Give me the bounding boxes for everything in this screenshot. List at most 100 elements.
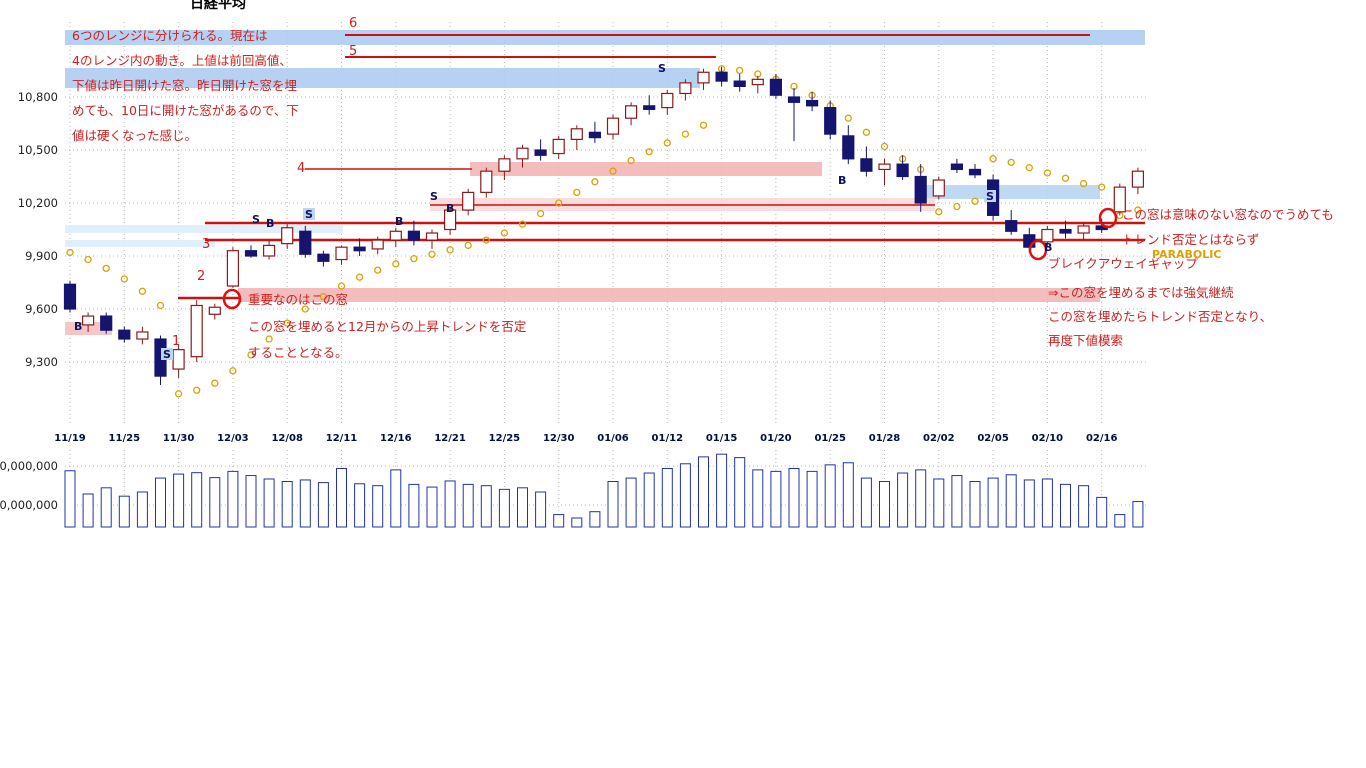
volume-axis-label: 100,000,000	[0, 498, 58, 512]
sar-dot	[663, 139, 671, 147]
sar-dot	[645, 148, 653, 156]
candle	[534, 139, 547, 161]
volume-bar	[535, 491, 547, 528]
volume-bar	[372, 485, 384, 528]
sar-dot	[464, 241, 472, 250]
sar-dot	[1098, 183, 1106, 191]
sar-dot	[84, 255, 92, 264]
volume-bar	[661, 467, 673, 528]
candle	[1131, 167, 1145, 195]
date-axis-label: 11/30	[163, 433, 195, 444]
sar-dot	[301, 305, 309, 313]
volume-bar	[82, 493, 94, 528]
sar-dot	[1134, 206, 1142, 214]
candle	[244, 245, 258, 258]
annotation-text: 下値は昨日開けた窓。昨日開けた窓を埋	[72, 78, 298, 93]
candle	[63, 280, 77, 313]
chart-title: 日経平均	[190, 0, 246, 12]
sar-dot	[989, 155, 997, 163]
volume-bar	[136, 491, 148, 528]
date-axis-label: 12/25	[489, 433, 521, 444]
range-band	[925, 185, 1100, 199]
sar-dot	[591, 178, 599, 186]
candle	[1041, 225, 1054, 248]
signal-buy-marker: B	[1044, 241, 1052, 254]
volume-bar	[589, 511, 601, 528]
range-band	[238, 288, 1100, 302]
sar-dot	[573, 188, 581, 197]
volume-bar	[155, 477, 166, 528]
sar-dot	[102, 264, 110, 273]
volume-bar	[806, 470, 818, 528]
signal-sell-marker: S	[986, 190, 994, 203]
volume-bar	[354, 483, 366, 528]
sar-dot	[247, 351, 255, 359]
volume-bar	[263, 478, 275, 528]
volume-bar	[571, 517, 583, 528]
volume-axis-label: 800,000,000	[0, 459, 58, 473]
volume-bar	[824, 464, 836, 528]
sar-dot	[681, 130, 690, 138]
candle	[190, 300, 203, 362]
date-axis-label: 12/21	[434, 433, 466, 444]
volume-bar	[191, 472, 203, 528]
sar-dot	[211, 379, 219, 387]
sar-dot	[935, 208, 943, 216]
candle	[281, 224, 294, 249]
sar-dot	[953, 202, 961, 211]
volume-bar	[1005, 474, 1017, 528]
candle	[317, 250, 330, 267]
volume-bar	[336, 467, 347, 528]
candle	[353, 238, 366, 256]
date-axis-label: 01/06	[597, 433, 629, 444]
sar-dot	[880, 142, 889, 151]
signal-sell-marker: S	[252, 213, 260, 226]
volume-bar	[444, 480, 456, 528]
volume-bar	[173, 473, 185, 528]
sar-dot	[66, 248, 74, 257]
signal-sell-marker: S	[163, 348, 171, 361]
candle	[263, 240, 276, 260]
volume-bar	[462, 483, 474, 528]
candle	[498, 155, 511, 181]
date-axis-label: 02/02	[923, 433, 955, 444]
date-axis-label: 12/30	[543, 433, 575, 444]
annotation-text: この窓を埋めると12月からの上昇トレンドを否定	[248, 319, 526, 334]
annotation-text: 6つのレンジに分けられる。現在は	[72, 28, 267, 43]
sar-dot	[736, 66, 744, 75]
range-number-label: 3	[202, 237, 210, 252]
annotation-text: 重要なのはこの窓	[248, 292, 348, 307]
signal-buy-marker: B	[395, 215, 403, 228]
price-axis-label: 10,800	[18, 90, 58, 104]
volume-bar	[317, 482, 329, 528]
sar-dot	[699, 121, 708, 129]
volume-bar	[879, 480, 890, 528]
candle	[842, 125, 855, 165]
candles	[63, 66, 1145, 385]
volume-bar	[788, 467, 800, 528]
candle	[552, 135, 565, 159]
candle	[751, 75, 764, 94]
candle	[805, 91, 819, 112]
candle	[1113, 183, 1126, 216]
candle	[136, 326, 149, 345]
candle	[950, 158, 964, 173]
candle	[444, 206, 457, 235]
date-axis-label: 12/11	[326, 433, 358, 444]
sar-dot	[120, 275, 128, 283]
volume-bar	[209, 477, 221, 528]
range-band	[65, 30, 1145, 45]
candle	[896, 155, 909, 181]
annotation-text: この窓を埋めたらトレンド否定となり、	[1048, 309, 1272, 324]
volume-bar	[390, 469, 402, 528]
volume-bar	[1132, 501, 1144, 528]
range-band	[470, 162, 822, 176]
volume-bar	[1041, 478, 1053, 528]
candle	[208, 303, 221, 320]
date-axis-label: 02/05	[977, 433, 1009, 444]
volume-bar	[933, 478, 945, 528]
range-band	[65, 240, 215, 247]
range-number-labels: 6 5 4 3 2 1	[172, 16, 357, 349]
candle	[715, 66, 728, 87]
sar-dot	[355, 273, 364, 281]
